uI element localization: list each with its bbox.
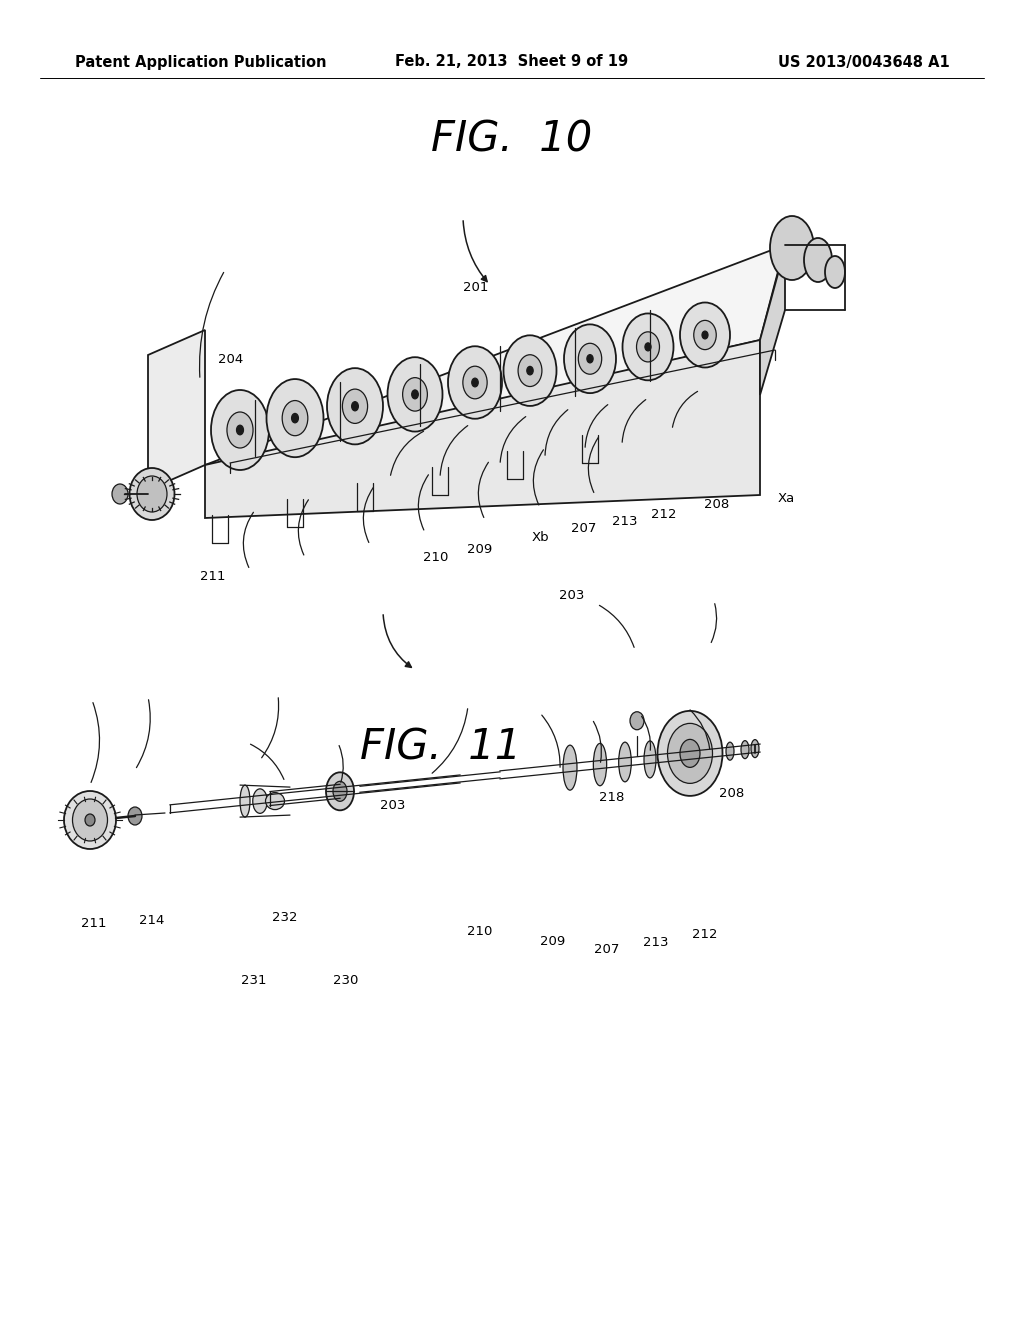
Text: 231: 231 <box>242 974 266 987</box>
Ellipse shape <box>680 302 730 367</box>
Text: 203: 203 <box>559 589 584 602</box>
Text: 212: 212 <box>651 508 676 521</box>
Ellipse shape <box>463 366 487 399</box>
Ellipse shape <box>73 799 108 841</box>
Ellipse shape <box>333 781 347 801</box>
Ellipse shape <box>412 389 418 399</box>
Ellipse shape <box>630 711 644 730</box>
Ellipse shape <box>283 400 308 436</box>
Text: 208: 208 <box>705 498 729 511</box>
Ellipse shape <box>593 743 606 785</box>
Text: 213: 213 <box>643 936 668 949</box>
Text: 232: 232 <box>272 911 297 924</box>
Ellipse shape <box>449 346 502 418</box>
Ellipse shape <box>657 711 723 796</box>
Ellipse shape <box>644 741 656 777</box>
Text: 207: 207 <box>594 942 618 956</box>
Ellipse shape <box>129 469 174 520</box>
Text: 213: 213 <box>612 515 637 528</box>
Ellipse shape <box>472 378 478 387</box>
Text: 209: 209 <box>467 543 492 556</box>
Ellipse shape <box>587 355 593 363</box>
Ellipse shape <box>804 238 831 282</box>
Ellipse shape <box>211 389 269 470</box>
Text: 208: 208 <box>719 787 743 800</box>
Ellipse shape <box>526 367 534 375</box>
Text: 218: 218 <box>599 791 624 804</box>
Ellipse shape <box>623 313 674 380</box>
Ellipse shape <box>693 321 716 350</box>
Text: 211: 211 <box>82 917 106 931</box>
Text: Xb: Xb <box>531 531 550 544</box>
Text: US 2013/0043648 A1: US 2013/0043648 A1 <box>778 54 950 70</box>
Text: 230: 230 <box>334 974 358 987</box>
Ellipse shape <box>702 331 708 339</box>
Ellipse shape <box>351 401 358 411</box>
Ellipse shape <box>227 412 253 447</box>
Text: 214: 214 <box>139 913 164 927</box>
Text: 210: 210 <box>423 550 447 564</box>
Ellipse shape <box>237 425 244 434</box>
Ellipse shape <box>402 378 427 411</box>
Text: FIG.  11: FIG. 11 <box>359 726 521 768</box>
Ellipse shape <box>563 746 577 791</box>
Ellipse shape <box>128 807 142 825</box>
Ellipse shape <box>518 355 542 387</box>
Ellipse shape <box>253 789 267 813</box>
Ellipse shape <box>63 791 116 849</box>
Ellipse shape <box>266 379 324 457</box>
Text: 212: 212 <box>692 928 717 941</box>
Ellipse shape <box>770 216 814 280</box>
Polygon shape <box>148 330 205 490</box>
Ellipse shape <box>342 389 368 424</box>
Ellipse shape <box>504 335 556 407</box>
Ellipse shape <box>112 484 128 504</box>
Ellipse shape <box>579 343 602 374</box>
Polygon shape <box>760 248 785 395</box>
Text: 203: 203 <box>380 799 404 812</box>
Ellipse shape <box>637 331 659 362</box>
Ellipse shape <box>387 358 442 432</box>
Ellipse shape <box>668 723 713 783</box>
Text: 210: 210 <box>467 925 492 939</box>
Text: 201: 201 <box>464 281 488 294</box>
Text: 207: 207 <box>571 521 596 535</box>
Ellipse shape <box>85 814 95 826</box>
Ellipse shape <box>825 256 845 288</box>
Text: Xa: Xa <box>778 492 795 506</box>
Ellipse shape <box>751 739 759 758</box>
Text: Patent Application Publication: Patent Application Publication <box>75 54 327 70</box>
Text: FIG.  10: FIG. 10 <box>431 119 593 161</box>
Polygon shape <box>205 341 760 517</box>
Text: 211: 211 <box>201 570 225 583</box>
Ellipse shape <box>645 343 651 351</box>
Text: 204: 204 <box>218 352 243 366</box>
Ellipse shape <box>327 368 383 445</box>
Ellipse shape <box>564 325 616 393</box>
Ellipse shape <box>680 739 700 767</box>
Ellipse shape <box>240 785 250 817</box>
Ellipse shape <box>137 477 167 512</box>
Ellipse shape <box>326 772 354 810</box>
Text: Feb. 21, 2013  Sheet 9 of 19: Feb. 21, 2013 Sheet 9 of 19 <box>395 54 629 70</box>
Ellipse shape <box>618 742 632 781</box>
Ellipse shape <box>265 792 285 809</box>
Ellipse shape <box>741 741 749 759</box>
Text: 209: 209 <box>541 935 565 948</box>
Ellipse shape <box>726 742 734 760</box>
Ellipse shape <box>292 413 298 422</box>
Polygon shape <box>205 246 785 465</box>
